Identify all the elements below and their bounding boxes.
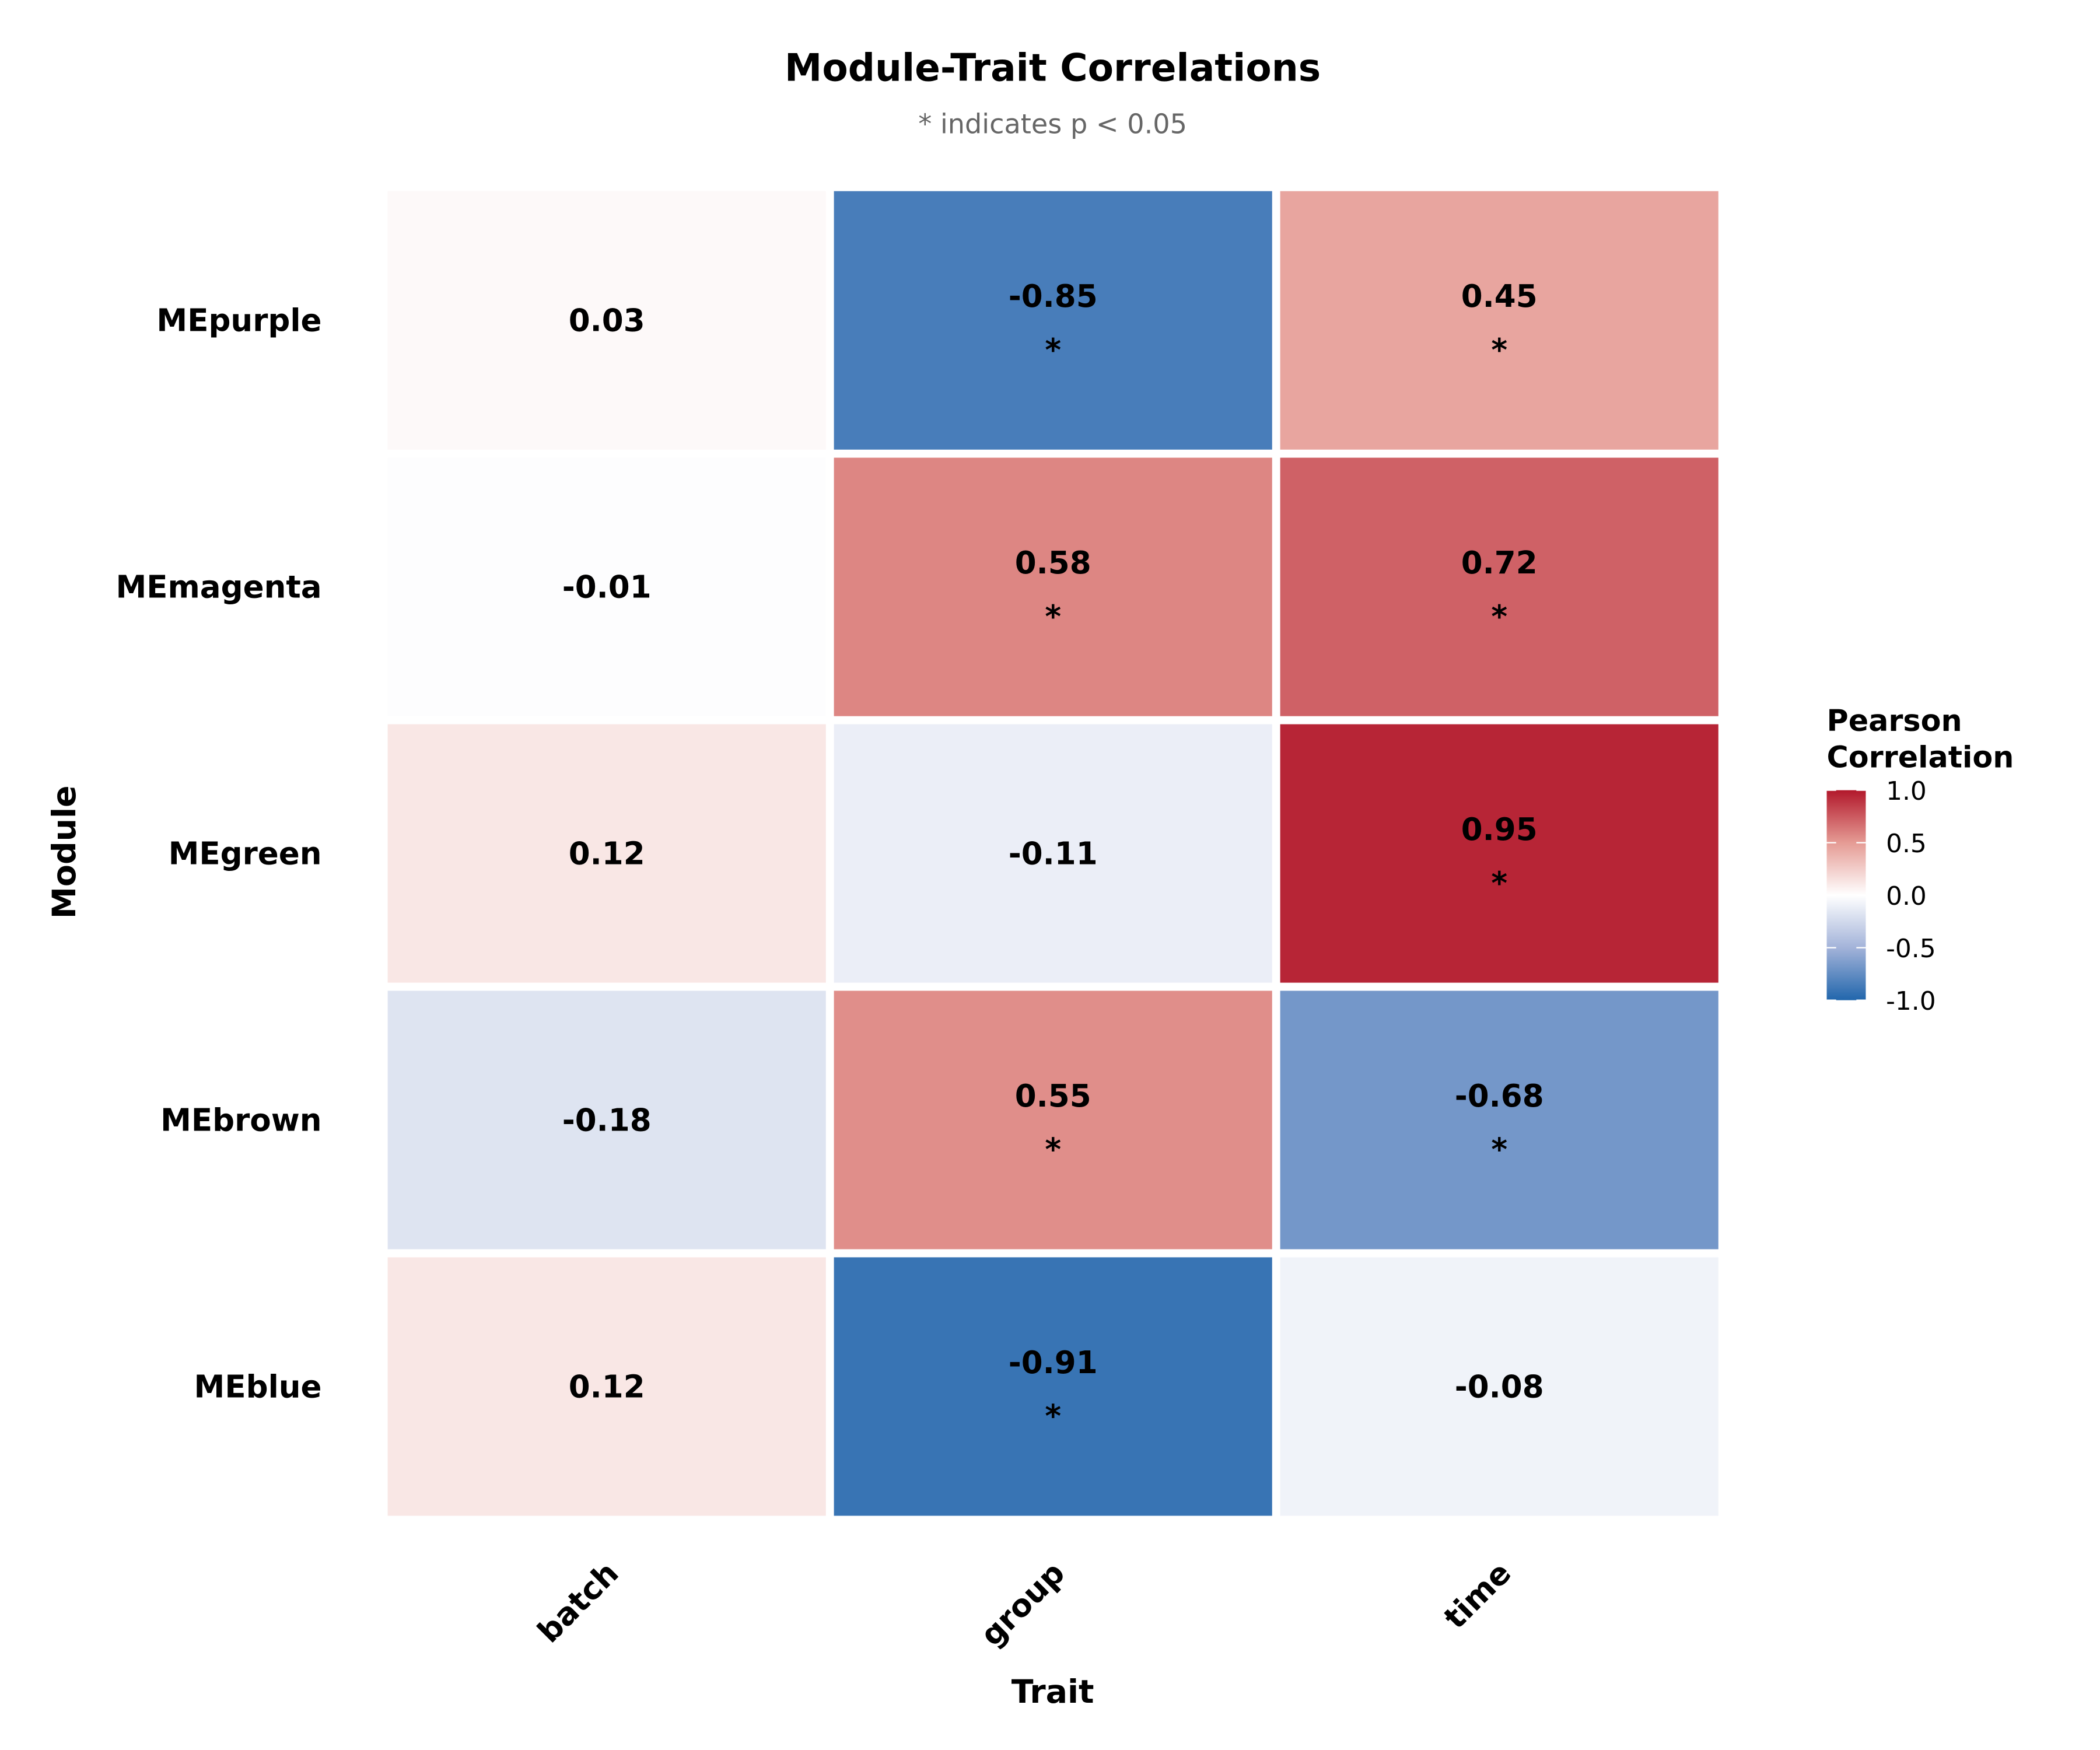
significance-marker: * xyxy=(1045,332,1061,368)
y-tick-label: MEbrown xyxy=(160,1102,321,1138)
significance-marker: * xyxy=(1045,1398,1061,1434)
y-axis-label: Module xyxy=(46,785,83,919)
heatmap-cell xyxy=(387,457,826,716)
chart-subtitle: * indicates p < 0.05 xyxy=(918,108,1187,139)
heatmap-cell xyxy=(1280,991,1718,1250)
legend-tick-label: 0.0 xyxy=(1886,881,1927,911)
cell-value-label: -0.08 xyxy=(1455,1368,1544,1405)
significance-marker: * xyxy=(1491,332,1507,368)
heatmap-cell xyxy=(1280,457,1718,716)
y-tick-label: MEblue xyxy=(194,1368,322,1405)
y-tick-label: MEmagenta xyxy=(116,569,321,606)
heatmap-cell xyxy=(834,1257,1272,1516)
legend-tick-label: -0.5 xyxy=(1886,934,1936,964)
significance-marker: * xyxy=(1491,1132,1507,1168)
y-tick-label: MEgreen xyxy=(169,836,322,872)
heatmap-cell xyxy=(1280,724,1718,983)
heatmap-cells: 0.03 -0.85 * 0.45 * -0.01 0.58 * 0.72 * 0.12 -0.11 0… xyxy=(387,191,1718,1516)
cell-value-label: 0.45 xyxy=(1461,278,1538,314)
x-tick-label: group xyxy=(974,1555,1072,1653)
y-tick-label: MEpurple xyxy=(156,303,321,339)
heatmap-cell xyxy=(387,1257,826,1516)
cell-value-label: 0.03 xyxy=(569,303,645,339)
cell-value-label: 0.55 xyxy=(1015,1078,1091,1114)
cell-value-label: 0.58 xyxy=(1015,545,1091,581)
chart-title: Module-Trait Correlations xyxy=(785,46,1321,90)
heatmap-cell xyxy=(387,991,826,1250)
significance-marker: * xyxy=(1491,598,1507,635)
legend-tick-label: 0.5 xyxy=(1886,829,1927,859)
cell-value-label: 0.12 xyxy=(569,1368,645,1405)
cell-value-label: 0.95 xyxy=(1461,811,1538,848)
y-tick-labels: MEpurple MEmagenta MEgreen MEbrown MEblue xyxy=(116,303,321,1405)
legend-title-line1: Pearson xyxy=(1827,704,1962,738)
legend-tick-label: -1.0 xyxy=(1886,986,1936,1016)
x-axis-label: Trait xyxy=(1012,1674,1094,1711)
significance-marker: * xyxy=(1045,1132,1061,1168)
cell-value-label: -0.11 xyxy=(1009,836,1098,872)
cell-value-label: 0.72 xyxy=(1461,545,1538,581)
heatmap-cell xyxy=(387,191,826,450)
heatmap-cell xyxy=(834,724,1272,983)
heatmap-cell xyxy=(834,457,1272,716)
heatmap-cell xyxy=(834,191,1272,450)
x-tick-labels: batch group time xyxy=(531,1555,1518,1653)
x-tick-label: batch xyxy=(531,1555,626,1650)
cell-value-label: -0.91 xyxy=(1009,1345,1098,1381)
legend-title-line2: Correlation xyxy=(1827,740,2014,774)
legend-tick-label: 1.0 xyxy=(1886,776,1927,806)
cell-value-label: -0.18 xyxy=(562,1102,652,1138)
cell-value-label: -0.01 xyxy=(562,569,652,606)
cell-value-label: -0.68 xyxy=(1455,1078,1544,1114)
heatmap-cell xyxy=(387,724,826,983)
heatmap-cell xyxy=(1280,191,1718,450)
significance-marker: * xyxy=(1491,865,1507,901)
cell-value-label: -0.85 xyxy=(1009,278,1098,314)
significance-marker: * xyxy=(1045,598,1061,635)
heatmap-cell xyxy=(834,991,1272,1250)
color-legend: Pearson Correlation 1.0 0.5 0.0 -0.5 -1.0 xyxy=(1826,704,2014,1016)
heatmap-cell xyxy=(1280,1257,1718,1516)
x-tick-label: time xyxy=(1437,1555,1518,1636)
cell-value-label: 0.12 xyxy=(569,836,645,872)
